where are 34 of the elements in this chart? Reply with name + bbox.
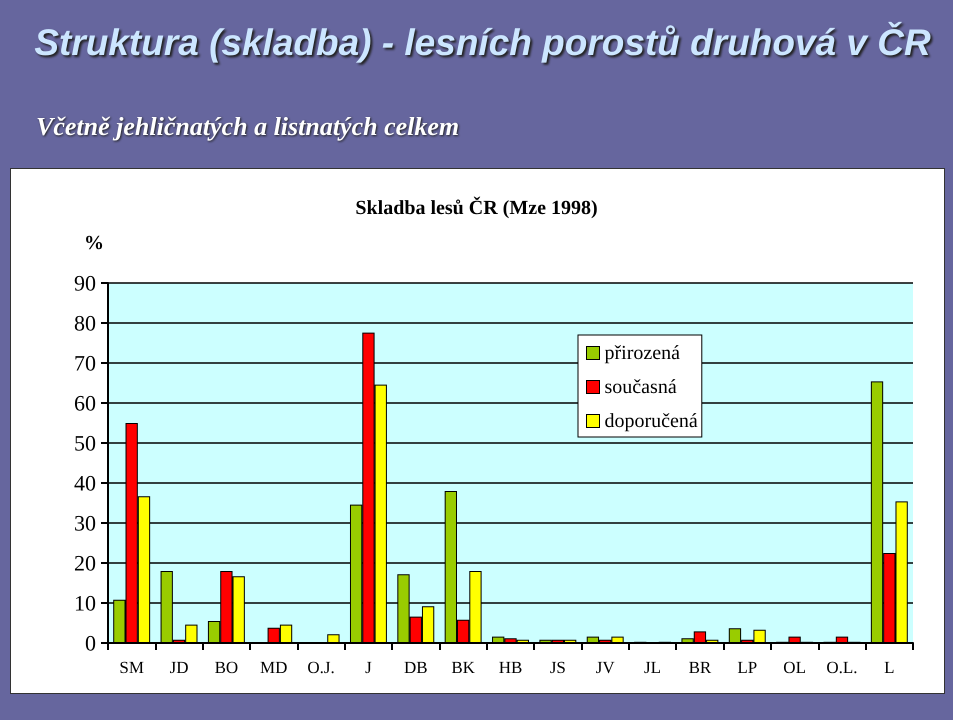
- x-tick-label: BR: [688, 658, 712, 677]
- x-tick-label: OL: [783, 658, 806, 677]
- legend-label: současná: [604, 376, 677, 398]
- y-tick-label: 50: [74, 430, 96, 456]
- x-tick-label: BK: [451, 658, 476, 677]
- x-tick-label: O.J.: [307, 658, 335, 677]
- x-tick-label: JL: [644, 658, 662, 677]
- legend-label: přirozená: [604, 342, 680, 364]
- x-tick-label: J: [365, 658, 372, 677]
- x-tick-label: MD: [260, 658, 288, 677]
- text: Skladba lesů ČR (Mze 1998): [355, 196, 598, 219]
- y-tick-label: 20: [74, 550, 96, 576]
- y-tick-label: 30: [74, 510, 96, 536]
- x-tick-label: LP: [737, 658, 758, 677]
- chart-title: Struktura (skladba) - lesních porostů druhová v ČR: [33, 22, 932, 63]
- y-tick-label: 60: [74, 390, 96, 416]
- x-tick-label: JS: [550, 658, 566, 677]
- y-tick-label: 90: [74, 270, 96, 296]
- x-tick-label: BO: [214, 658, 238, 677]
- y-axis-title: %: [84, 232, 104, 254]
- legend-label: doporučená: [604, 410, 698, 432]
- x-tick-label: O.L.: [826, 658, 858, 677]
- y-tick-label: 10: [74, 590, 96, 616]
- y-tick-label: 80: [74, 310, 96, 336]
- chart-subtitle: Včetně jehličnatých a listnatých celkem: [36, 112, 460, 142]
- x-tick-label: HB: [498, 658, 522, 677]
- x-tick-label: SM: [119, 658, 144, 677]
- x-tick-label: JD: [170, 658, 188, 677]
- y-tick-label: 40: [74, 470, 96, 496]
- x-tick-label: DB: [404, 658, 428, 677]
- y-tick-label: 0: [85, 630, 96, 656]
- y-tick-label: 70: [74, 350, 96, 376]
- x-tick-label: JV: [596, 658, 616, 677]
- x-tick-label: L: [884, 658, 895, 677]
